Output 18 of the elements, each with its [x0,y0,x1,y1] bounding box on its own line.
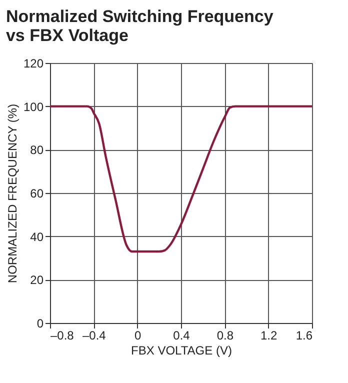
y-axis-title: NORMALIZED FREQUENCY (%) [5,104,20,284]
y-tick-label: 0 [36,316,44,330]
x-axis-title: FBX VOLTAGE (V) [131,344,232,358]
x-tick-label: 1.6 [296,328,313,342]
y-tick-label: 60 [30,186,44,200]
y-tick-label: 20 [30,273,44,288]
x-tick-label: 1.2 [260,328,278,342]
y-tick-label: 80 [30,143,44,158]
x-tick-label: –0.8 [50,328,74,342]
x-tick-label: –0.4 [82,328,106,342]
x-tick-label: 0.8 [216,328,234,342]
chart-title: Normalized Switching Frequency vs FBX Voltage [6,7,274,45]
y-tick-label: 40 [30,230,44,244]
line-series [48,105,314,253]
y-tick-label: 120 [23,56,44,70]
x-tick-label: 0 [134,328,142,342]
y-tick-label: 100 [23,100,44,114]
x-tick-label: 0.4 [173,328,190,342]
